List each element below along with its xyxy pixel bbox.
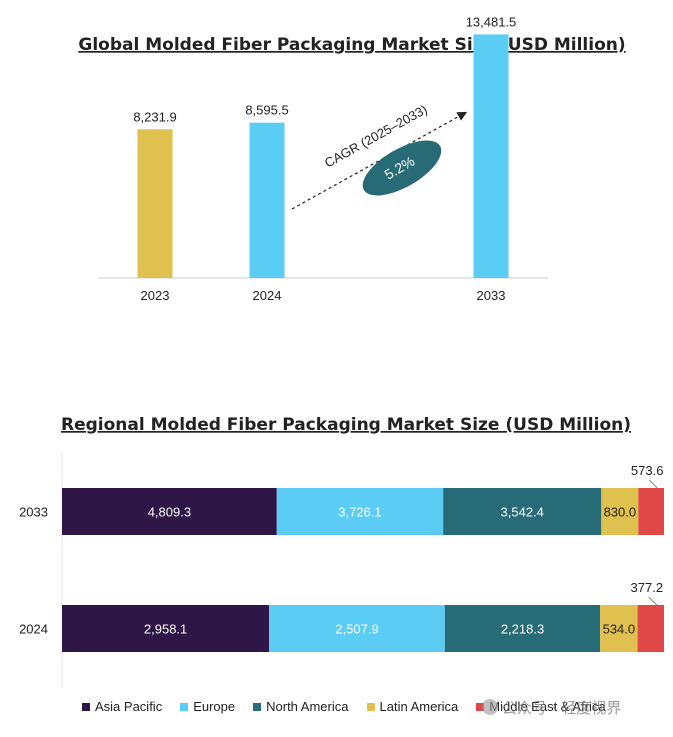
segment-2033-latin-america: [601, 488, 639, 535]
segment-2024-europe: [269, 605, 445, 652]
legend-swatch: [82, 702, 90, 711]
cagr-ellipse: [362, 140, 442, 196]
segment-2024-asia-pacific: [62, 605, 270, 652]
watermark-text: 公众号 · 轻度视界: [502, 699, 622, 717]
x-tick-2024: 2024: [253, 288, 282, 303]
regional-chart-title: Regional Molded Fiber Packaging Market S…: [61, 415, 631, 435]
legend-item-latin-america: Latin America: [366, 699, 459, 714]
data-label-2024-1: 2,507.9: [335, 622, 378, 637]
data-label-2033-0: 4,809.3: [148, 505, 191, 520]
legend-item-asia-pacific: Asia Pacific: [82, 699, 162, 714]
legend-label: Europe: [193, 699, 236, 714]
leader-line-2033: [648, 479, 658, 489]
watermark: 公众号 · 轻度视界: [482, 697, 621, 718]
legend-label: Latin America: [379, 699, 459, 714]
cagr-annotation: CAGR (2025–2033) 5.2%: [291, 102, 468, 210]
bar-2024: [249, 122, 285, 279]
legend-swatch: [180, 702, 189, 711]
y-tick-2033: 2033: [19, 505, 48, 520]
global-market-chart: Global Molded Fiber Packaging Market Siz…: [78, 14, 625, 303]
legend-item-north-america: North America: [253, 699, 349, 714]
leader-line-2024: [648, 596, 658, 606]
x-tick-2023: 2023: [141, 288, 170, 303]
global-chart-title: Global Molded Fiber Packaging Market Siz…: [78, 35, 625, 55]
legend-label: Asia Pacific: [95, 699, 163, 714]
data-label-2024-3: 534.0: [603, 622, 636, 637]
legend-label: Middle East & Africa: [489, 699, 606, 714]
segment-2024-middle-east-africa: [637, 605, 664, 652]
data-label-2033-1: 3,726.1: [338, 505, 381, 520]
segment-2024-latin-america: [600, 605, 638, 652]
cagr-arrow: [291, 111, 468, 210]
data-label-2023: 8,231.9: [133, 109, 176, 124]
legend-item-europe: Europe: [180, 699, 235, 714]
segment-2033-asia-pacific: [62, 488, 277, 535]
bar-2023: [137, 129, 173, 278]
data-label-2024-2: 2,218.3: [501, 622, 544, 637]
regional-legend: Asia Pacific Europe North America Latin Ame…: [82, 699, 606, 714]
data-label-2033-3: 830.0: [604, 505, 637, 520]
data-label-2033-4: 573.6: [631, 463, 664, 478]
x-tick-2033: 2033: [477, 288, 506, 303]
legend-swatch: [253, 702, 262, 711]
legend-swatch: [476, 702, 485, 711]
segment-2033-north-america: [443, 488, 602, 535]
bar-2033: [473, 34, 509, 278]
segment-2033-europe: [276, 488, 444, 535]
data-label-2033-2: 3,542.4: [501, 505, 544, 520]
wechat-icon: [482, 699, 498, 715]
data-label-2024-4: 377.2: [631, 580, 664, 595]
legend-label: North America: [266, 699, 349, 714]
legend-item-middle-east-africa: Middle East & Africa: [476, 699, 606, 714]
legend-swatch: [366, 702, 375, 711]
y-tick-2024: 2024: [19, 622, 48, 637]
segment-2024-north-america: [444, 605, 601, 652]
data-label-2033: 13,481.5: [466, 14, 517, 29]
data-label-2024-0: 2,958.1: [144, 622, 187, 637]
segment-2033-middle-east-africa: [638, 488, 664, 535]
data-label-2024: 8,595.5: [245, 103, 288, 118]
